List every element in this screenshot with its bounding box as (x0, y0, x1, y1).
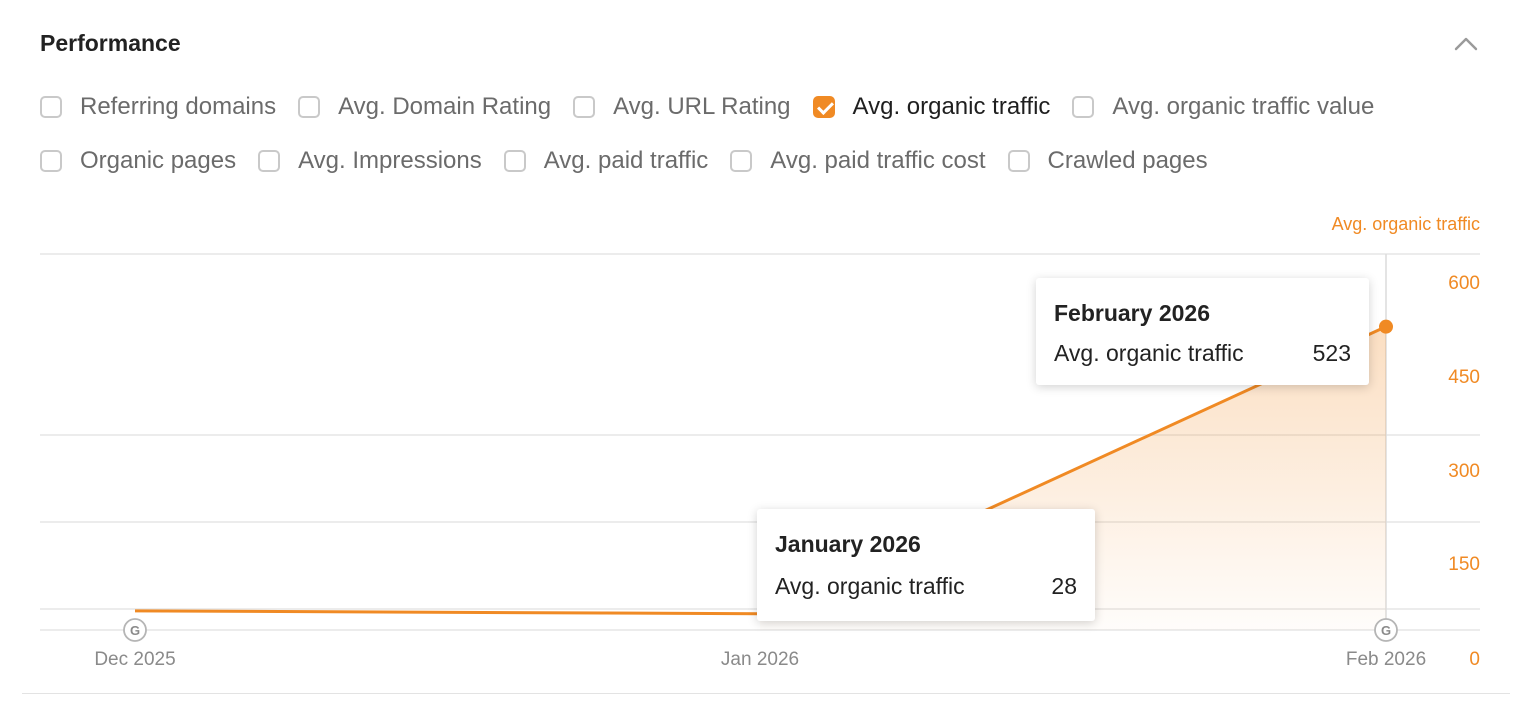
checkbox-label: Avg. Impressions (298, 147, 482, 174)
filter-row: Referring domains Avg. Domain Rating Avg… (40, 88, 1500, 126)
tooltip-value: 523 (1312, 340, 1351, 366)
checkbox-label: Avg. paid traffic cost (770, 147, 986, 174)
checkbox-box[interactable] (298, 96, 321, 118)
checkbox-label: Avg. paid traffic (543, 147, 709, 174)
checkbox-label: Referring domains (80, 93, 277, 120)
collapse-button[interactable] (1452, 32, 1480, 56)
tooltip-label: Avg. organic traffic (1054, 340, 1244, 366)
checkbox-avg-domain-rating[interactable]: Avg. Domain Rating (298, 93, 551, 121)
checkbox-box[interactable] (258, 150, 281, 172)
tooltip-label: Avg. organic traffic (775, 573, 965, 599)
checkbox-box[interactable] (503, 150, 526, 172)
checkbox-box[interactable] (40, 96, 62, 118)
traffic-chart[interactable]: Avg. organic traffic 0 150 300 450 600 G G Dec 2… (0, 200, 1518, 680)
checkbox-avg-paid-traffic-cost[interactable]: Avg. paid traffic cost (730, 147, 986, 175)
tooltip-title: January 2026 (775, 531, 921, 557)
svg-text:G: G (1381, 623, 1391, 638)
tooltip-value: 28 (1051, 573, 1077, 599)
checkbox-box-checked[interactable] (812, 96, 835, 118)
checkbox-crawled-pages[interactable]: Crawled pages (1007, 147, 1208, 175)
checkbox-label: Avg. organic traffic (852, 93, 1051, 120)
tooltip-title: February 2026 (1054, 300, 1210, 326)
svg-text:G: G (130, 623, 140, 638)
google-update-icon: G (1374, 618, 1398, 642)
y-tick-label: 300 (1448, 461, 1480, 482)
y-tick-label: 600 (1448, 273, 1480, 294)
checkbox-avg-paid-traffic[interactable]: Avg. paid traffic (503, 147, 709, 175)
checkbox-box[interactable] (1072, 96, 1095, 118)
x-tick-label: Dec 2025 (94, 649, 175, 670)
checkbox-label: Avg. URL Rating (613, 93, 791, 120)
filter-row: Organic pages Avg. Impressions Avg. paid… (40, 142, 1500, 180)
checkbox-avg-organic-traffic-value[interactable]: Avg. organic traffic value (1072, 93, 1374, 121)
google-update-icon: G (123, 618, 147, 642)
checkbox-label: Organic pages (80, 147, 237, 174)
checkbox-referring-domains[interactable]: Referring domains (40, 93, 276, 121)
y-tick-label: 150 (1448, 554, 1480, 575)
checkbox-box[interactable] (40, 150, 62, 172)
x-tick-label: Jan 2026 (721, 649, 799, 670)
checkbox-box[interactable] (573, 96, 596, 118)
panel-title: Performance (40, 30, 181, 56)
checkbox-avg-url-rating[interactable]: Avg. URL Rating (573, 93, 791, 121)
checkbox-avg-impressions[interactable]: Avg. Impressions (258, 147, 482, 175)
y-tick-label: 0 (1469, 649, 1480, 670)
x-tick-label: Feb 2026 (1346, 649, 1426, 670)
checkbox-box[interactable] (1007, 150, 1030, 172)
y-tick-label: 450 (1448, 367, 1480, 388)
checkbox-avg-organic-traffic[interactable]: Avg. organic traffic (812, 93, 1051, 121)
checkbox-box[interactable] (730, 150, 753, 172)
tooltip-february: February 2026 Avg. organic traffic 523 (1036, 278, 1369, 385)
checkbox-label: Crawled pages (1047, 147, 1208, 174)
checkbox-organic-pages[interactable]: Organic pages (40, 147, 236, 175)
y-axis-title: Avg. organic traffic (1332, 214, 1480, 234)
chevron-up-icon (1454, 37, 1478, 51)
checkbox-label: Avg. organic traffic value (1112, 93, 1375, 120)
data-point (1379, 319, 1393, 334)
panel-bottom-divider (22, 693, 1510, 694)
checkbox-label: Avg. Domain Rating (338, 93, 552, 120)
metric-filters: Referring domains Avg. Domain Rating Avg… (40, 88, 1500, 196)
tooltip-january: January 2026 Avg. organic traffic 28 (757, 509, 1095, 621)
